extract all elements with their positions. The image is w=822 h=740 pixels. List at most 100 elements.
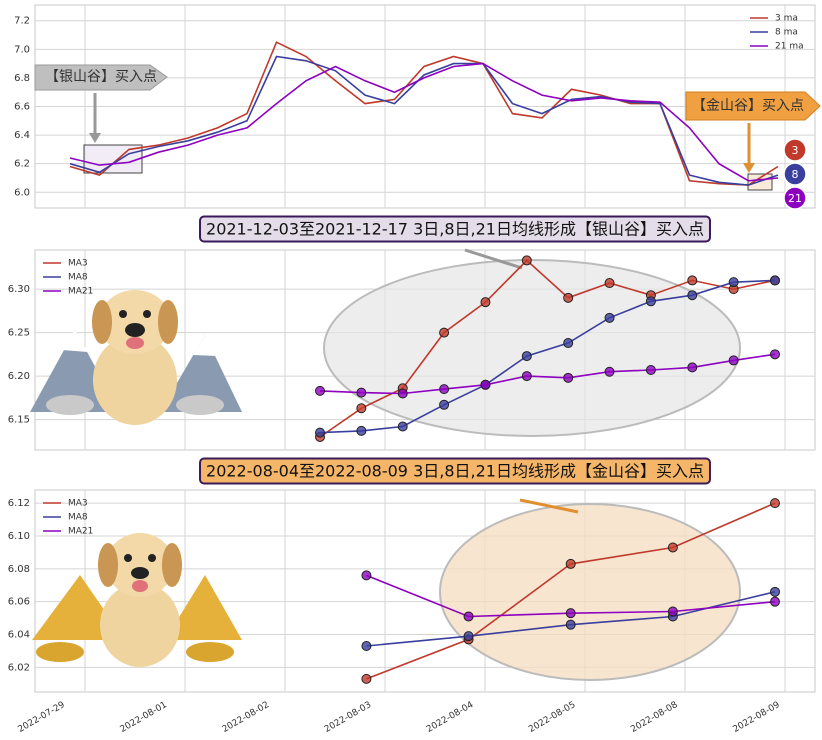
point (728, 277, 739, 288)
plot-area (34, 249, 816, 451)
annotation: 【金山谷】买入点 (692, 98, 804, 114)
point (521, 371, 532, 382)
point (687, 362, 698, 373)
y-tick-label: 6.02 (8, 662, 30, 673)
point (361, 673, 372, 684)
annotation: 【银山谷】买入点 (45, 69, 157, 85)
point (604, 312, 615, 323)
badge-label: 21 (788, 192, 802, 205)
point (356, 403, 367, 414)
badge (783, 138, 807, 162)
badge-label: 8 (792, 168, 799, 181)
legend-label: 8 ma (775, 28, 798, 38)
legend-label: 21 ma (775, 42, 804, 52)
point (397, 388, 408, 399)
y-tick-label: 7.0 (14, 44, 30, 55)
y-tick-label: 6.06 (8, 597, 30, 608)
point (770, 349, 780, 360)
y-tick-label: 6.4 (14, 130, 30, 141)
point (463, 631, 474, 642)
y-tick-label: 6.6 (14, 102, 30, 113)
badge (783, 162, 807, 186)
point (770, 275, 780, 286)
point (667, 542, 678, 553)
x-tick-label: 2022-08-02 (221, 700, 271, 735)
point (356, 387, 367, 398)
point (463, 611, 474, 622)
point (361, 570, 372, 581)
plot-area (34, 489, 816, 693)
x-tick-label: 2022-08-01 (119, 700, 169, 735)
series-line (69, 62, 779, 182)
y-tick-label: 6.2 (14, 159, 30, 170)
point (604, 278, 615, 289)
point (356, 425, 367, 436)
legend-label: MA21 (68, 287, 93, 297)
y-tick-label: 6.12 (8, 498, 30, 509)
y-tick-label: 6.08 (8, 564, 30, 575)
point (439, 384, 450, 395)
title-box (199, 457, 711, 485)
point (565, 608, 576, 619)
legend-label: MA3 (68, 499, 88, 509)
point (728, 355, 739, 366)
silver-dog-illustration (30, 290, 242, 425)
point (480, 297, 491, 308)
highlight-ellipse (439, 503, 741, 681)
x-tick-label: 2022-08-05 (527, 700, 577, 735)
badge (783, 186, 807, 210)
series-line (319, 353, 776, 395)
point (667, 606, 678, 617)
point (645, 296, 656, 307)
point (315, 385, 325, 396)
legend-label: MA21 (68, 527, 93, 537)
chart-title: 2021-12-03至2021-12-17 3日,8日,21日均线形成【银山谷】… (206, 220, 704, 239)
point (687, 275, 698, 286)
title-box (199, 215, 711, 243)
x-tick-label: 2022-08-09 (731, 700, 782, 735)
point (563, 338, 574, 349)
series-line (69, 55, 779, 186)
y-tick-label: 6.25 (8, 328, 30, 339)
x-tick-label: 2022-08-03 (323, 700, 373, 735)
legend-label: MA3 (68, 259, 88, 269)
point (645, 365, 656, 375)
point (521, 255, 532, 266)
x-tick-label: 2022-08-04 (425, 700, 476, 735)
legend-label: MA8 (68, 273, 88, 283)
x-tick-label: 2022-08-08 (629, 700, 680, 735)
point (565, 558, 576, 569)
series-line (319, 259, 776, 438)
point (361, 641, 372, 652)
point (770, 596, 780, 607)
y-tick-label: 6.8 (14, 73, 30, 84)
point (563, 372, 574, 383)
badge-label: 3 (792, 144, 799, 157)
point (687, 290, 698, 301)
legend-label: MA8 (68, 513, 88, 523)
gold-dog-illustration (32, 533, 242, 667)
chart-title: 2022-08-04至2022-08-09 3日,8日,21日均线形成【金山谷】… (206, 462, 704, 481)
x-tick-label: 2022-07-29 (16, 700, 67, 735)
point (770, 586, 780, 597)
point (439, 399, 450, 410)
y-tick-label: 6.10 (8, 531, 30, 542)
point (604, 366, 615, 377)
point (563, 292, 574, 303)
y-tick-label: 6.30 (8, 284, 30, 295)
y-tick-label: 6.15 (8, 415, 30, 426)
y-tick-label: 6.20 (8, 371, 30, 382)
point (480, 379, 491, 390)
point (439, 327, 450, 338)
y-tick-label: 7.2 (14, 16, 30, 27)
y-tick-label: 6.0 (14, 187, 30, 198)
series-line (319, 279, 776, 434)
y-tick-label: 6.04 (8, 630, 30, 641)
point (397, 421, 408, 432)
point (315, 427, 325, 438)
legend-label: 3 ma (775, 14, 798, 24)
annotation-arrow (34, 64, 821, 514)
point (565, 619, 576, 630)
point (521, 351, 532, 362)
